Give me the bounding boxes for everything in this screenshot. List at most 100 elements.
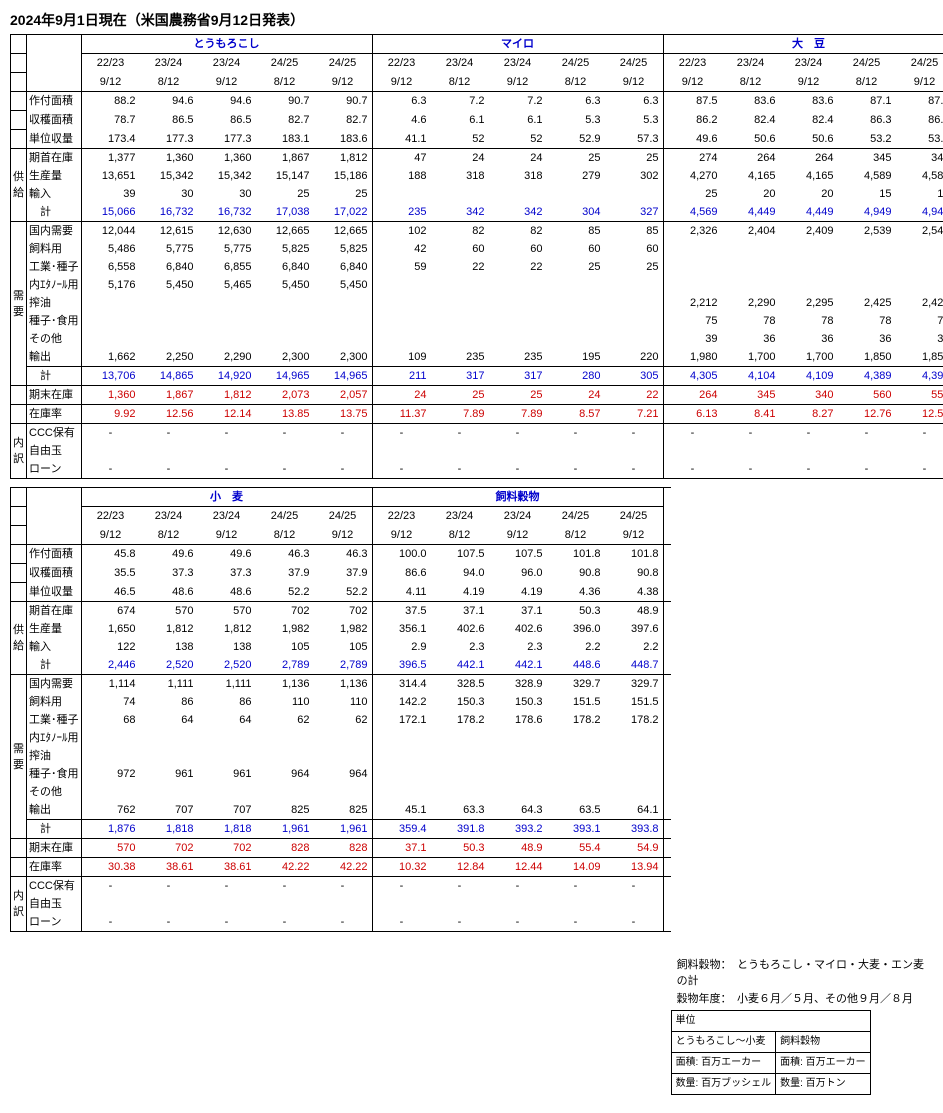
data-cell: 53.2: [838, 130, 896, 149]
data-cell: 96.0: [489, 564, 547, 583]
data-cell: 6,558: [81, 258, 140, 276]
data-cell: [372, 312, 431, 330]
data-cell: -: [547, 460, 605, 479]
row-label: 作付面積: [27, 545, 82, 564]
year-header: 22/23: [81, 54, 140, 73]
data-cell: 5,825: [314, 240, 373, 258]
year-header: 23/24: [198, 54, 256, 73]
data-cell: 16,732: [140, 203, 198, 222]
data-cell: 50.3: [547, 602, 605, 621]
data-cell: [140, 783, 198, 801]
section-demand: 需要: [11, 675, 27, 839]
data-cell: [431, 747, 489, 765]
year-header: 23/24: [140, 507, 198, 526]
data-cell: 12.76: [838, 405, 896, 424]
data-cell: [547, 294, 605, 312]
data-cell: [431, 783, 489, 801]
data-cell: 46.5: [81, 583, 140, 602]
row-label: 輸出: [27, 348, 82, 367]
data-cell: [431, 442, 489, 460]
data-cell: 60: [605, 240, 664, 258]
data-cell: 356.1: [372, 620, 431, 638]
data-cell: 2.9: [372, 638, 431, 656]
data-cell: 1,961: [256, 820, 314, 839]
row-label: 自由玉: [27, 895, 82, 913]
data-cell: 702: [140, 839, 198, 858]
data-cell: 1,360: [198, 149, 256, 168]
data-cell: [489, 895, 547, 913]
data-cell: 4,109: [780, 367, 838, 386]
data-cell: 15,186: [314, 167, 373, 185]
row-label: 搾油: [27, 294, 82, 312]
data-cell: 964: [256, 765, 314, 783]
data-cell: 1,812: [198, 620, 256, 638]
data-cell: 5,176: [81, 276, 140, 294]
data-cell: [547, 747, 605, 765]
data-cell: [81, 895, 140, 913]
data-cell: 150.3: [489, 693, 547, 711]
data-cell: 328.9: [489, 675, 547, 694]
data-cell: 36: [780, 330, 838, 348]
data-cell: 396.0: [547, 620, 605, 638]
data-cell: 107.5: [431, 545, 489, 564]
data-cell: -: [780, 424, 838, 443]
data-cell: [605, 747, 664, 765]
data-cell: [431, 185, 489, 203]
year-header: 24/25: [314, 54, 373, 73]
data-cell: 12,665: [314, 222, 373, 241]
data-cell: [489, 442, 547, 460]
data-cell: 78: [838, 312, 896, 330]
date-header: 9/12: [896, 73, 943, 92]
data-cell: 105: [256, 638, 314, 656]
data-cell: -: [431, 424, 489, 443]
data-cell: 1,662: [81, 348, 140, 367]
data-cell: [81, 747, 140, 765]
data-cell: [140, 895, 198, 913]
data-cell: 6.3: [372, 92, 431, 111]
data-cell: 94.0: [431, 564, 489, 583]
date-header: 9/12: [81, 73, 140, 92]
date-header: 8/12: [140, 73, 198, 92]
data-cell: 314.4: [372, 675, 431, 694]
data-cell: 570: [140, 602, 198, 621]
data-cell: 38.61: [140, 858, 198, 877]
data-cell: 393.1: [547, 820, 605, 839]
data-cell: -: [431, 913, 489, 932]
data-cell: 15,342: [140, 167, 198, 185]
date-header: 9/12: [81, 526, 140, 545]
data-cell: 340: [780, 386, 838, 405]
data-cell: [547, 729, 605, 747]
data-cell: [722, 276, 780, 294]
data-cell: -: [81, 877, 140, 896]
data-cell: 702: [314, 602, 373, 621]
data-cell: 1,360: [81, 386, 140, 405]
year-header: 22/23: [663, 54, 722, 73]
data-cell: 4.19: [431, 583, 489, 602]
data-cell: [256, 294, 314, 312]
data-cell: 109: [372, 348, 431, 367]
data-cell: 183.6: [314, 130, 373, 149]
data-cell: -: [896, 424, 943, 443]
data-cell: 14,965: [256, 367, 314, 386]
data-cell: 1,982: [256, 620, 314, 638]
data-cell: 63.5: [547, 801, 605, 820]
data-cell: 87.5: [663, 92, 722, 111]
section-breakdown: 内訳: [11, 877, 27, 932]
data-cell: 138: [198, 638, 256, 656]
data-cell: [81, 783, 140, 801]
year-header: 23/24: [489, 54, 547, 73]
data-cell: 37.1: [489, 602, 547, 621]
year-header: 22/23: [81, 507, 140, 526]
data-cell: 1,111: [140, 675, 198, 694]
data-cell: 1,114: [81, 675, 140, 694]
data-cell: [489, 330, 547, 348]
data-cell: [663, 258, 722, 276]
row-label: 内ｴﾀﾉｰﾙ用: [27, 729, 82, 747]
data-cell: 1,850: [896, 348, 943, 367]
data-cell: 49.6: [140, 545, 198, 564]
data-cell: 78.7: [81, 111, 140, 130]
data-cell: 78: [896, 312, 943, 330]
data-cell: [198, 729, 256, 747]
data-cell: [81, 312, 140, 330]
data-cell: [314, 312, 373, 330]
